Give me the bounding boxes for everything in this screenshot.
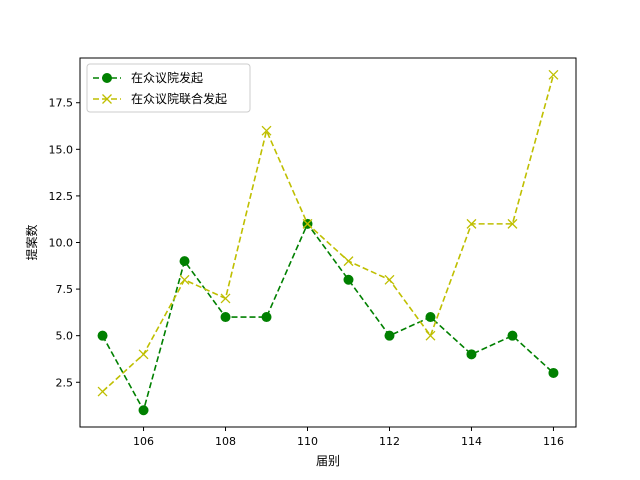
legend-marker bbox=[102, 73, 112, 83]
series-1-point bbox=[179, 256, 190, 267]
series-layer bbox=[97, 69, 559, 416]
x-axis: 106 108 110 112 114 116 bbox=[133, 427, 564, 448]
x-tick-label: 112 bbox=[379, 435, 400, 448]
series-2-point bbox=[507, 218, 518, 229]
series-2-point bbox=[179, 274, 190, 285]
series-2-point bbox=[343, 256, 354, 267]
series-2 bbox=[97, 69, 559, 397]
series-2-point bbox=[466, 218, 477, 229]
series-1-point bbox=[384, 330, 395, 341]
series-1 bbox=[97, 218, 559, 416]
series-1-point bbox=[425, 312, 436, 323]
x-tick-label: 114 bbox=[461, 435, 482, 448]
series-2-point bbox=[97, 386, 108, 397]
series-2-point bbox=[302, 218, 313, 229]
series-2-point bbox=[220, 293, 231, 304]
legend-entry: 在众议院联合发起 bbox=[93, 91, 227, 106]
legend-label: 在众议院发起 bbox=[131, 70, 203, 85]
x-tick-label: 106 bbox=[133, 435, 154, 448]
series-2-point bbox=[425, 330, 436, 341]
legend-box bbox=[86, 63, 251, 113]
legend-marker bbox=[102, 94, 112, 104]
y-tick-label: 12.5 bbox=[49, 190, 74, 203]
y-axis: 2.5 5.0 7.5 10.0 12.5 15.0 17.5 bbox=[49, 97, 80, 389]
series-1-point bbox=[466, 349, 477, 360]
series-1-point bbox=[97, 330, 108, 341]
y-tick-label: 5.0 bbox=[56, 330, 74, 343]
x-axis-label: 届别 bbox=[316, 454, 340, 468]
y-tick-label: 15.0 bbox=[49, 143, 74, 156]
series-2-point bbox=[138, 349, 149, 360]
y-axis-label: 提案数 bbox=[24, 224, 39, 260]
series-2-line bbox=[102, 74, 555, 393]
series-1-point bbox=[220, 312, 231, 323]
x-tick-label: 108 bbox=[215, 435, 236, 448]
y-tick-label: 2.5 bbox=[56, 376, 74, 389]
series-1-point bbox=[507, 330, 518, 341]
series-2-point bbox=[261, 125, 272, 136]
legend-label: 在众议院联合发起 bbox=[131, 91, 227, 106]
series-1-point bbox=[343, 274, 354, 285]
x-tick-label: 116 bbox=[543, 435, 564, 448]
series-1-point bbox=[261, 312, 272, 323]
x-tick-label: 110 bbox=[297, 435, 318, 448]
series-1-point bbox=[138, 405, 149, 416]
series-1-line bbox=[101, 222, 554, 413]
legend-entry: 在众议院发起 bbox=[93, 70, 203, 85]
y-tick-label: 17.5 bbox=[49, 97, 74, 110]
y-tick-label: 10.0 bbox=[49, 237, 74, 250]
series-2-point bbox=[548, 69, 559, 80]
y-tick-label: 7.5 bbox=[56, 283, 74, 296]
series-2-point bbox=[384, 274, 395, 285]
series-1-point bbox=[548, 367, 559, 378]
